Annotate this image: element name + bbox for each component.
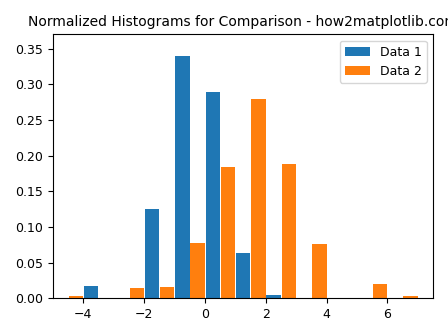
Bar <box>312 244 327 298</box>
Bar <box>129 288 144 298</box>
Bar <box>190 243 205 298</box>
Legend: Data 1, Data 2: Data 1, Data 2 <box>340 41 427 83</box>
Bar <box>251 98 266 298</box>
Bar <box>145 209 159 298</box>
Bar <box>403 296 418 298</box>
Bar <box>221 167 235 298</box>
Bar <box>267 295 281 298</box>
Title: Normalized Histograms for Comparison - how2matplotlib.com: Normalized Histograms for Comparison - h… <box>28 15 448 29</box>
Bar <box>373 284 388 298</box>
Bar <box>175 56 190 298</box>
Bar <box>206 92 220 298</box>
Bar <box>282 164 296 298</box>
Bar <box>236 253 250 298</box>
Bar <box>160 287 174 298</box>
Bar <box>84 286 99 298</box>
Bar <box>69 296 83 298</box>
